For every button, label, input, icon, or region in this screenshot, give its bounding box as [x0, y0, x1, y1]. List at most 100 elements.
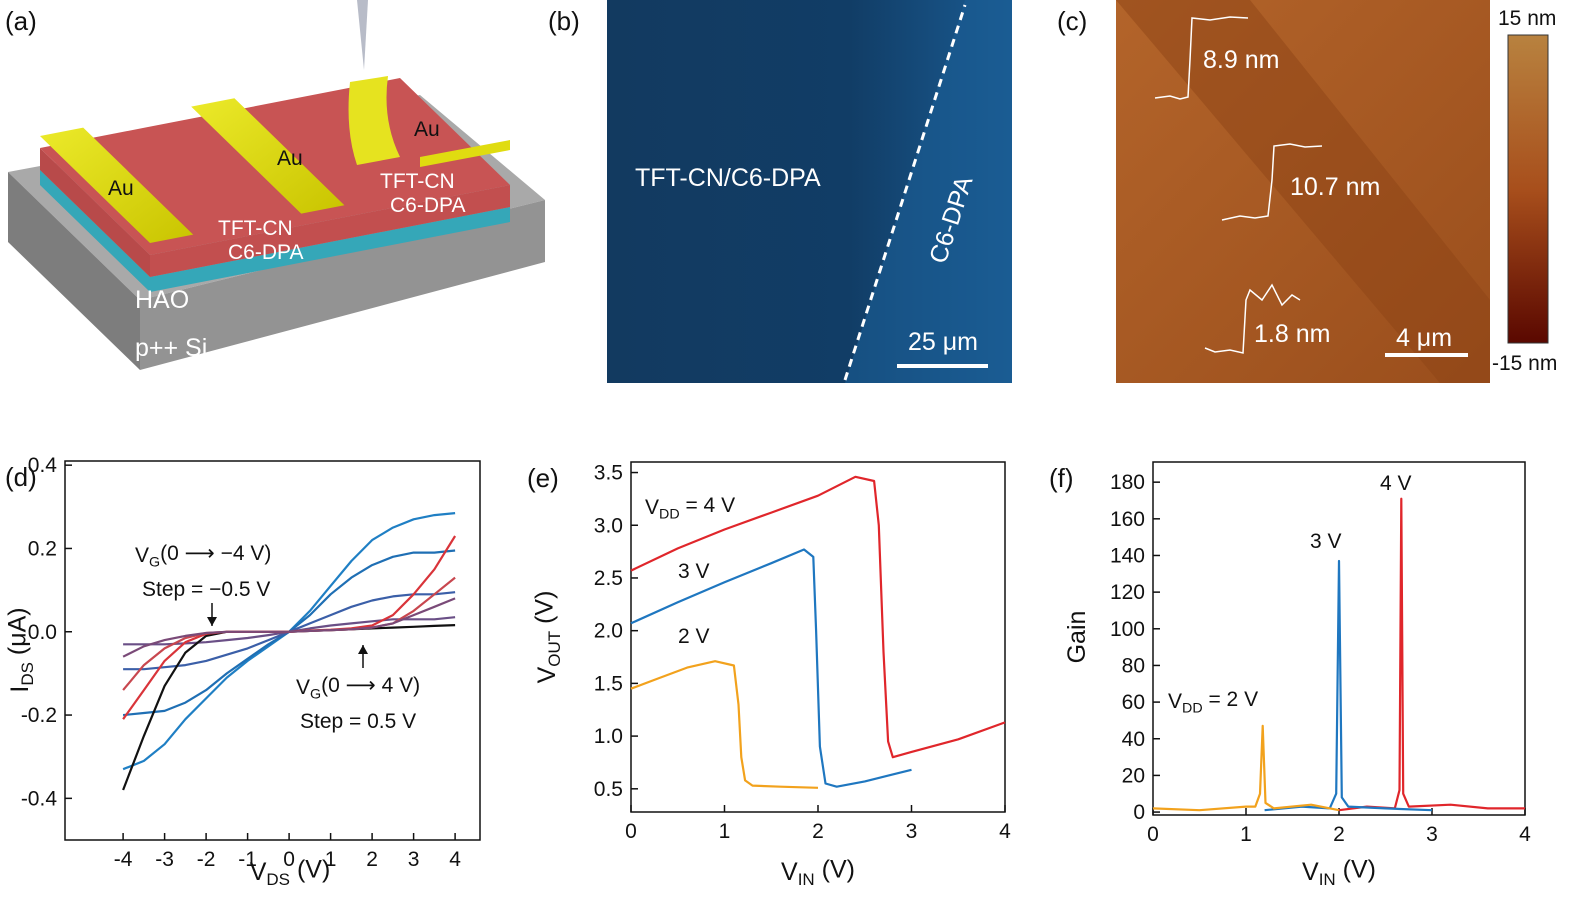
panel-label: (d) — [5, 462, 37, 492]
y-axis-label-part: DS — [18, 662, 37, 686]
panel-label: (c) — [1057, 6, 1087, 36]
substrate-label: p++ Si — [135, 334, 207, 362]
y-tick-label: 0.2 — [28, 537, 57, 560]
colorbar-label: -15 nm — [1492, 352, 1557, 375]
x-tick-label: 2 — [812, 820, 824, 843]
x-axis-label: VIN (V) — [1302, 856, 1376, 890]
y-tick-label: 0.0 — [28, 621, 57, 644]
y-tick-label: 3.5 — [594, 462, 623, 485]
layer-label: C6-DPA — [390, 194, 465, 217]
x-tick-label: 2 — [1333, 823, 1345, 846]
data-line — [122, 597, 456, 658]
x-tick-label: 2 — [366, 848, 378, 871]
y-tick-label: 3.0 — [594, 514, 623, 537]
optical-image: (b) TFT-CN/C6-DPA C6-DPA 25 μm — [548, 0, 1012, 383]
y-axis-label-part: (V) — [531, 591, 559, 631]
height-profile — [1221, 143, 1323, 221]
y-tick-label: 60 — [1122, 691, 1145, 714]
electrode-label: Au — [277, 147, 303, 170]
data-line — [1338, 497, 1525, 812]
x-axis-label-part: IN — [798, 870, 815, 889]
electrode — [40, 127, 194, 243]
data-line — [630, 660, 819, 789]
data-line — [630, 548, 912, 788]
x-tick-label: 1 — [719, 820, 731, 843]
probe-tip — [357, 0, 368, 70]
annotation-part: DD — [659, 506, 680, 522]
step-height-label: 10.7 nm — [1290, 173, 1380, 201]
image-region — [1116, 0, 1490, 383]
layer-label: TFT-CN — [380, 170, 455, 193]
annotation: 3 V — [1310, 530, 1342, 553]
annotation-part: Step = 0.5 V — [300, 710, 416, 733]
arrow-head — [358, 645, 368, 654]
afm-image: (c) 8.9 nm 10.7 nm 1.8 nm 4 μm 15 nm -15… — [1057, 0, 1557, 383]
annotation-part: G — [310, 686, 321, 702]
annotation-part: = 2 V — [1203, 688, 1258, 711]
y-axis-label-part: V — [533, 666, 561, 683]
annotation: 3 V — [678, 560, 710, 583]
substrate-front — [140, 200, 545, 370]
annotation-part: V — [296, 676, 310, 699]
electrode-label: Au — [108, 177, 134, 200]
data-line — [1264, 559, 1433, 812]
substrate-label: HAO — [135, 286, 189, 314]
annotation-part: 2 V — [678, 625, 710, 648]
layer-label: TFT-CN — [218, 217, 293, 240]
x-tick-label: 4 — [999, 820, 1011, 843]
annotation: 2 V — [678, 625, 710, 648]
x-axis-label: VIN (V) — [781, 856, 855, 890]
annotation-part: V — [645, 496, 659, 519]
x-axis-label-part: V — [1302, 858, 1319, 886]
y-axis-label-part: Gain — [1063, 611, 1091, 664]
x-tick-label: 1 — [1240, 823, 1252, 846]
annotation-part: = 4 V — [680, 494, 735, 517]
layer-label: C6-DPA — [228, 241, 303, 264]
x-tick-label: 0 — [1147, 823, 1159, 846]
x-tick-label: -1 — [238, 848, 257, 871]
y-axis-label: IDS (μA) — [4, 607, 38, 692]
annotation-part: V — [135, 544, 149, 567]
x-axis-label-part: (V) — [815, 856, 855, 884]
annotation-part: 3 V — [678, 560, 710, 583]
annotation: Step = −0.5 V — [142, 578, 270, 601]
y-axis-label-part: OUT — [545, 631, 564, 667]
plot-frame — [64, 460, 481, 841]
y-tick-label: 100 — [1110, 618, 1145, 641]
annotation-part: V — [1168, 690, 1182, 713]
annotation-part: DD — [1182, 700, 1203, 716]
x-tick-label: -3 — [155, 848, 174, 871]
y-axis-label-part: I — [6, 686, 34, 693]
annotation: VG(0 ⟶ 4 V) — [296, 674, 420, 702]
x-axis-label-part: V — [250, 858, 267, 886]
y-tick-label: 1.5 — [594, 672, 623, 695]
y-tick-label: 2.0 — [594, 620, 623, 643]
x-tick-label: 4 — [449, 848, 461, 871]
data-line — [630, 475, 1006, 759]
boundary-line — [843, 4, 967, 381]
y-tick-label: 80 — [1122, 654, 1145, 677]
colorbar-label: 15 nm — [1498, 7, 1556, 30]
annotation-part: 4 V — [1380, 472, 1412, 495]
data-line — [1152, 724, 1340, 812]
y-tick-label: 140 — [1110, 544, 1145, 567]
x-tick-label: 4 — [1519, 823, 1531, 846]
y-tick-label: 40 — [1122, 728, 1145, 751]
device-schematic: (a) Au Au Au TFT-CN C6-DPA TFT-CN C6-DPA… — [5, 0, 545, 370]
layer-side — [40, 148, 150, 277]
y-tick-label: 0.5 — [594, 778, 623, 801]
annotation-part: Step = −0.5 V — [142, 578, 270, 601]
y-tick-label: 1.0 — [594, 725, 623, 748]
y-tick-label: 160 — [1110, 508, 1145, 531]
panel-label: (f) — [1049, 463, 1074, 493]
annotation: VDD = 2 V — [1168, 688, 1258, 716]
region-label: TFT-CN/C6-DPA — [635, 164, 821, 192]
x-tick-label: 1 — [325, 848, 337, 871]
x-axis-label-part: IN — [1319, 870, 1336, 889]
annotation: 4 V — [1380, 472, 1412, 495]
x-axis-label: VDS (V) — [250, 856, 331, 890]
y-tick-label: 0 — [1133, 801, 1145, 824]
image-region — [845, 0, 1012, 383]
x-axis-label-part: V — [781, 858, 798, 886]
panel-label: (b) — [548, 6, 580, 36]
